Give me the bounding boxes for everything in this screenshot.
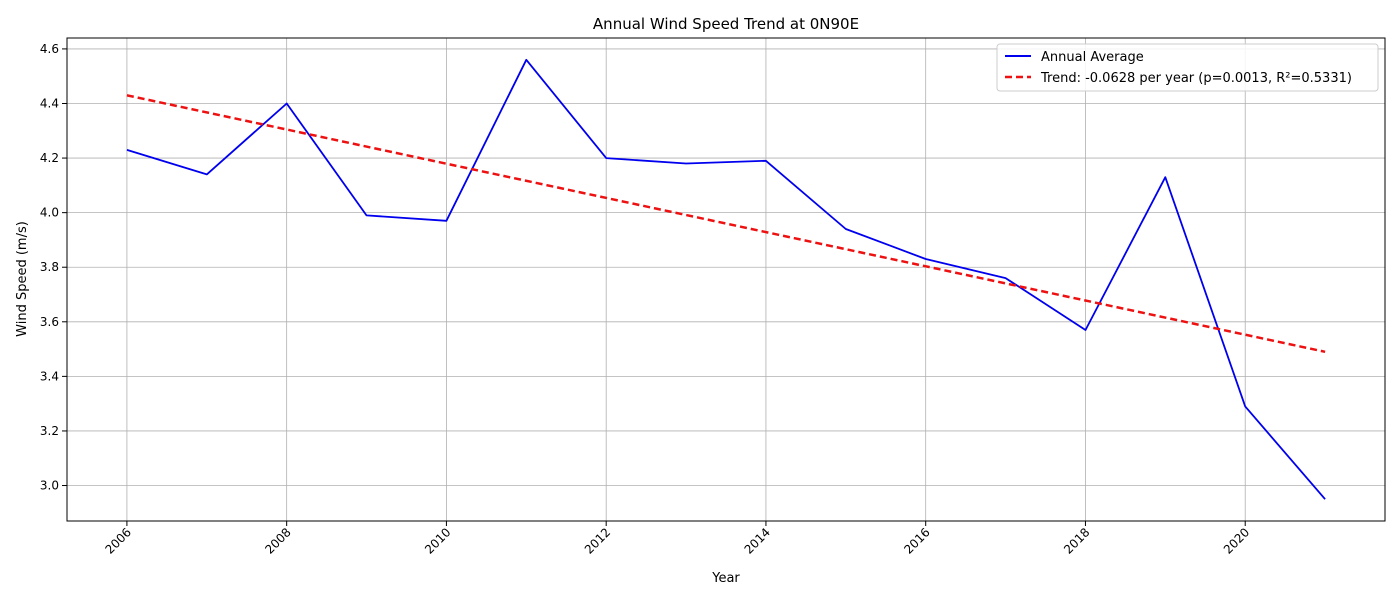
y-tick-label: 3.4 [40, 369, 59, 383]
y-axis-label: Wind Speed (m/s) [15, 221, 30, 337]
y-tick-label: 3.8 [40, 260, 59, 274]
series-layer [126, 58, 1326, 500]
y-tick-label: 3.2 [40, 424, 59, 438]
y-axis: 3.0 3.2 3.4 3.6 3.8 4.0 4.2 4.4 4.6 [40, 42, 67, 493]
y-tick-label: 4.2 [40, 151, 59, 165]
y-tick-label: 4.6 [40, 42, 59, 56]
grid [67, 38, 1385, 521]
x-tick-label: 2020 [1221, 525, 1252, 556]
y-tick-label: 4.0 [40, 206, 59, 220]
y-tick-label: 3.6 [40, 315, 59, 329]
plot-frame [66, 37, 1386, 522]
legend-box [996, 43, 1379, 92]
legend-label-annual-average: Annual Average [1041, 50, 1144, 65]
y-tick-label: 4.4 [40, 96, 59, 110]
x-tick-label: 2016 [901, 525, 932, 556]
x-tick-label: 2006 [103, 525, 134, 556]
legend: Annual Average Trend: -0.0628 per year (… [996, 43, 1379, 92]
y-tick-label: 3.0 [40, 479, 59, 493]
chart-title: Annual Wind Speed Trend at 0N90E [593, 15, 859, 33]
x-axis: 2006 2008 2010 2012 2014 2016 2018 2020 [103, 521, 1252, 557]
x-tick-label: 2008 [262, 525, 293, 556]
x-tick-label: 2012 [582, 525, 613, 556]
x-tick-label: 2018 [1061, 525, 1092, 556]
x-axis-label: Year [711, 571, 740, 586]
x-tick-label: 2014 [742, 525, 773, 556]
series-line-trend [126, 94, 1326, 354]
series-line-annual-average [126, 58, 1326, 500]
legend-label-trend: Trend: -0.0628 per year (p=0.0013, R²=0.… [1040, 71, 1352, 86]
x-tick-label: 2010 [422, 525, 453, 556]
